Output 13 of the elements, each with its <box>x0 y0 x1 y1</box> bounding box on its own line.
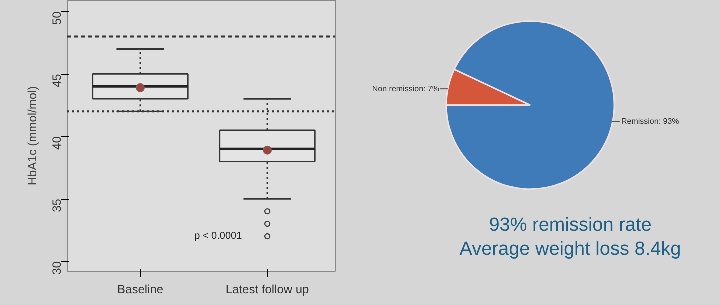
annotation: p < 0.0001 <box>194 231 243 242</box>
y-axis-title: HbA1c (mmol/mol) <box>26 86 40 186</box>
text: 93% remission rate <box>489 214 652 236</box>
y-tick-label: 50 <box>50 11 64 26</box>
slice-label: Non remission: 7% <box>372 84 440 94</box>
x-tick-label: Baseline <box>118 282 164 296</box>
y-tick-label: 40 <box>50 136 64 150</box>
text: Average weight loss 8.4kg <box>460 238 682 260</box>
y-tick-label: 35 <box>50 198 64 212</box>
slice-label: Remission: 93% <box>621 117 680 126</box>
y-tick-label: 45 <box>50 74 64 88</box>
x-tick-label: Latest follow up <box>226 282 310 296</box>
y-tick-label: 30 <box>50 261 64 275</box>
